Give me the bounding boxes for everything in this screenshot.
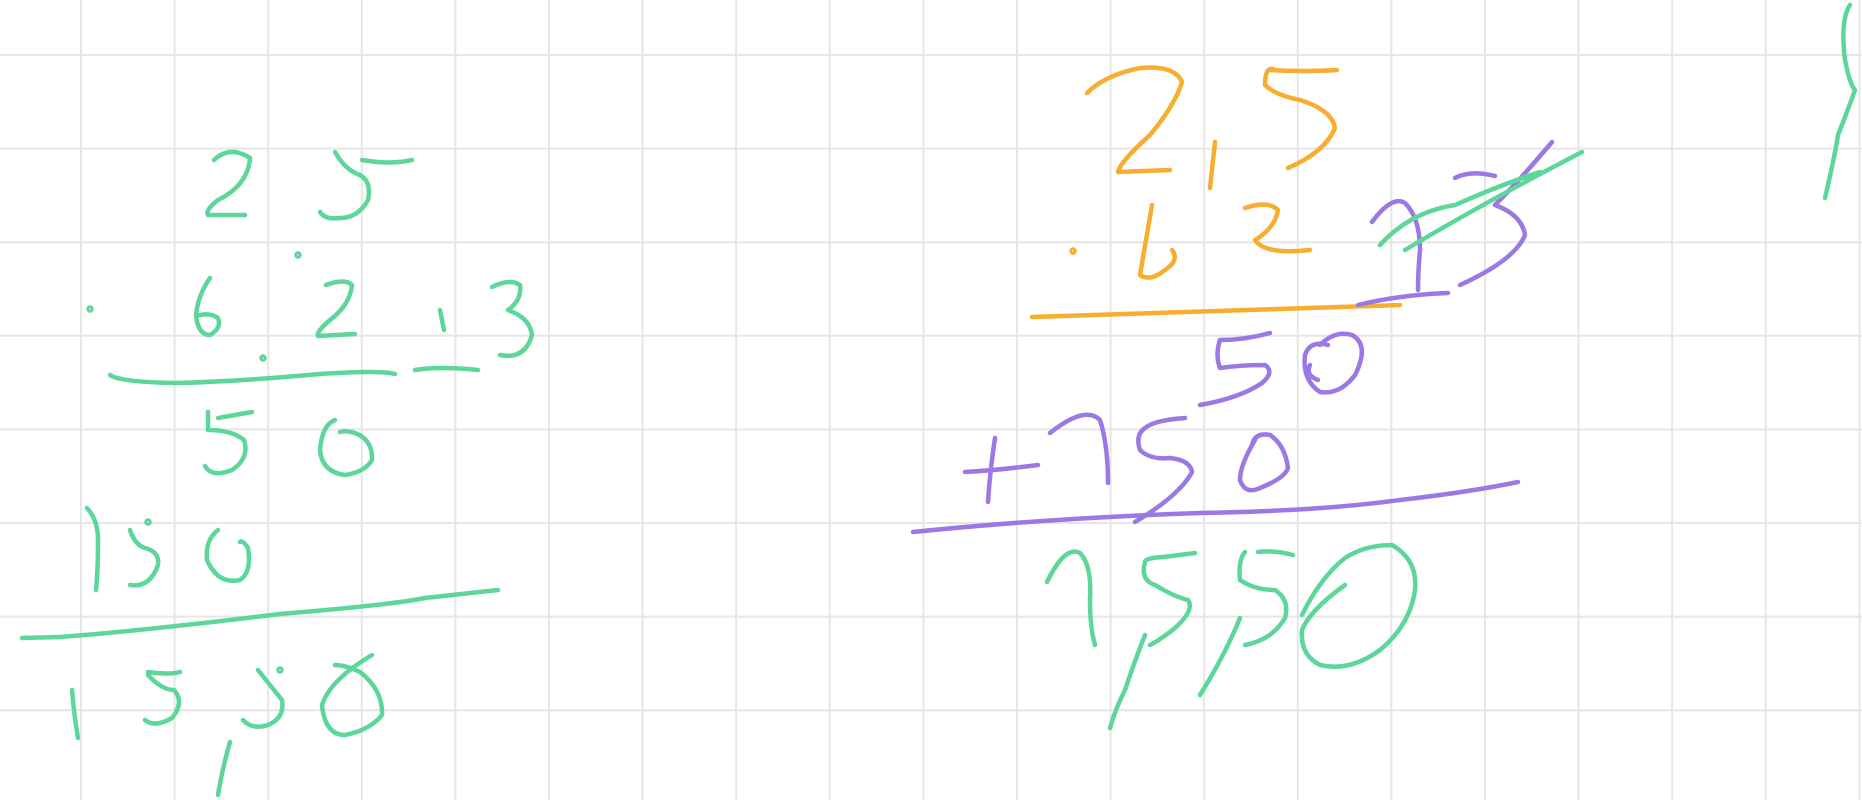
left-top-number (205, 149, 415, 221)
crossed-digit-3 (1369, 198, 1423, 293)
left-underline-1 (107, 369, 398, 386)
left-underline-2 (19, 587, 501, 641)
right-top-section (1029, 65, 1403, 320)
right-cross-outs (1377, 149, 1585, 253)
right-carry-marks (1355, 139, 1555, 308)
right-result (1044, 542, 1418, 731)
left-calculation (19, 149, 535, 798)
left-side-digit (412, 279, 535, 373)
left-partial-2 (84, 505, 252, 593)
right-underline-2 (910, 479, 1521, 535)
edge-stroke (1822, 2, 1858, 201)
right-top-number (1084, 65, 1340, 191)
left-multiplier (86, 251, 358, 362)
right-partial-1 (1197, 330, 1364, 408)
right-multiplier (1069, 202, 1313, 280)
right-underline-1 (1029, 302, 1403, 320)
left-result (69, 652, 385, 798)
left-partial-1 (202, 409, 375, 478)
right-partials (910, 330, 1521, 535)
crossed-digit-7 (1452, 139, 1555, 288)
right-partial-2 (962, 412, 1291, 525)
